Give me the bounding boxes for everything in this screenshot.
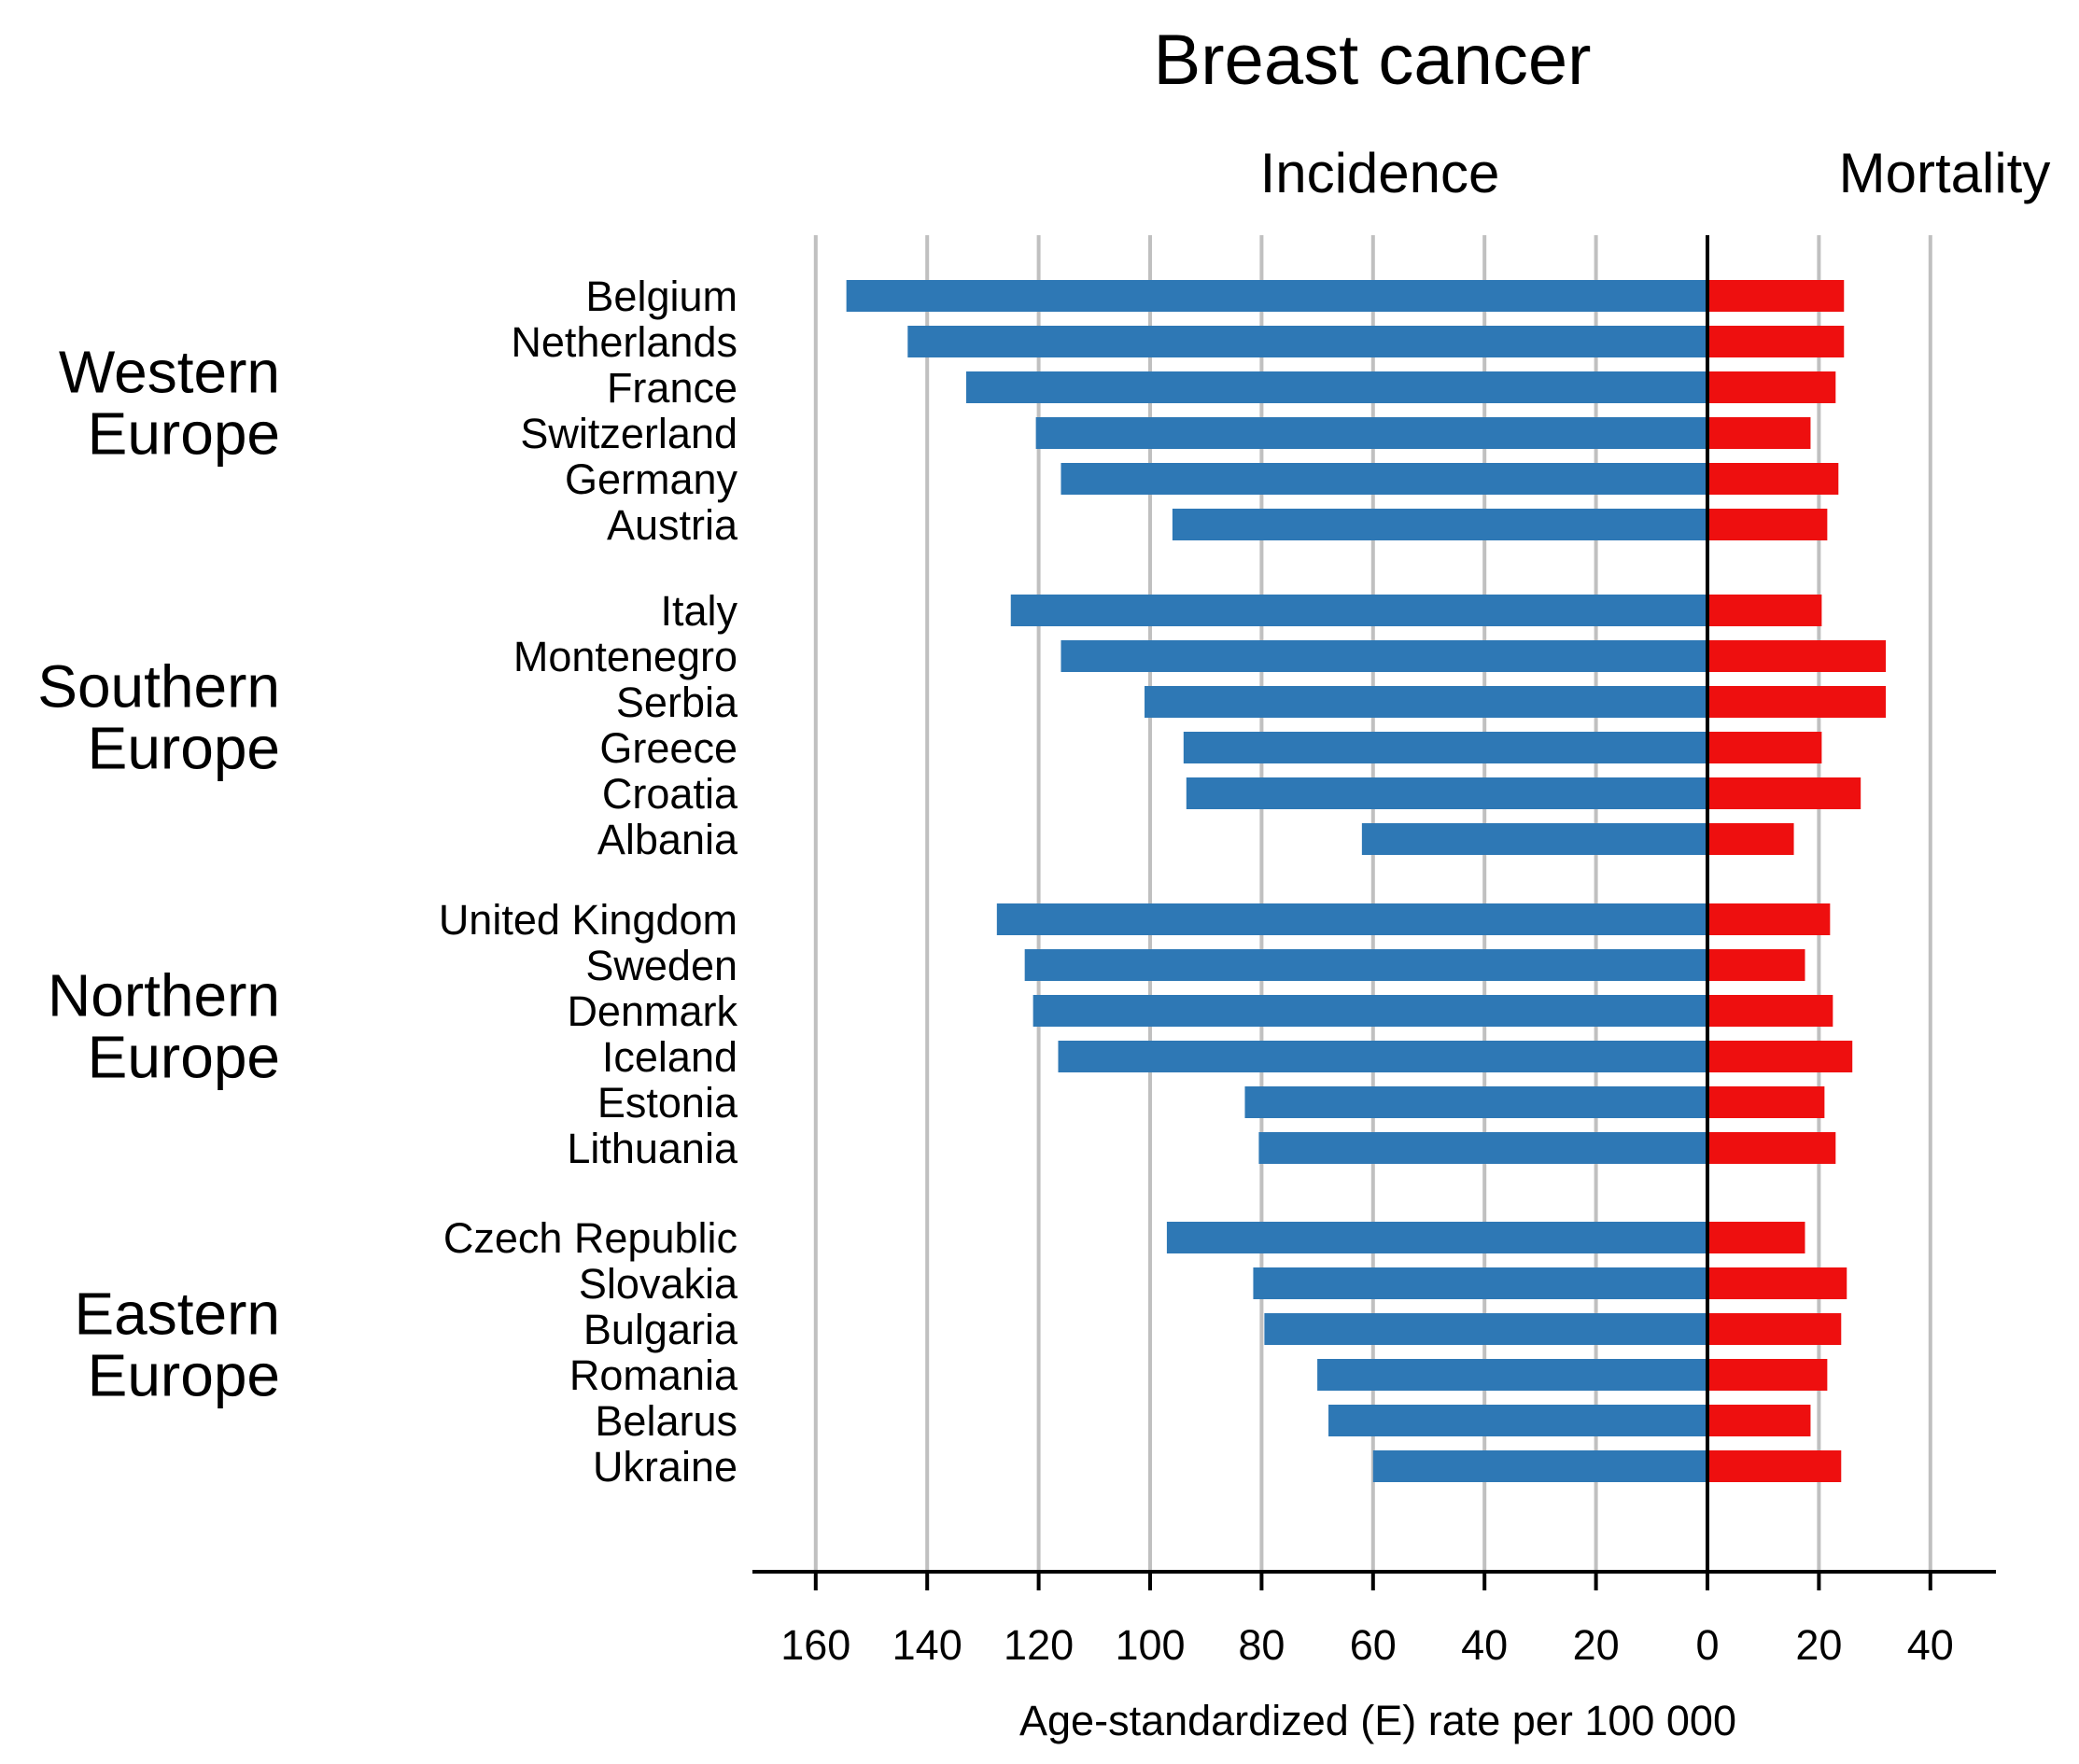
mortality-bar-greece xyxy=(1707,732,1822,763)
country-label-austria: Austria xyxy=(607,501,738,549)
region-label-eastern-europe-line-2: Europe xyxy=(88,1342,280,1409)
region-label-southern-europe-line-2: Europe xyxy=(88,715,280,782)
incidence-bar-greece xyxy=(1183,732,1707,763)
country-label-greece: Greece xyxy=(599,724,737,772)
country-label-sweden: Sweden xyxy=(585,942,737,989)
country-label-netherlands: Netherlands xyxy=(511,318,737,366)
incidence-bar-united-kingdom xyxy=(996,903,1707,935)
country-label-iceland: Iceland xyxy=(602,1033,737,1081)
region-label-western-europe-line-2: Europe xyxy=(88,400,280,468)
country-label-united-kingdom: United Kingdom xyxy=(439,896,737,944)
x-tick-label-mortality-20: 20 xyxy=(1795,1621,1842,1669)
incidence-bar-serbia xyxy=(1145,686,1707,718)
mortality-bar-sweden xyxy=(1707,949,1805,981)
incidence-bar-netherlands xyxy=(907,326,1707,357)
incidence-bar-croatia xyxy=(1186,777,1707,809)
x-axis-label: Age-standardized (E) rate per 100 000 xyxy=(1019,1697,1736,1744)
incidence-bar-bulgaria xyxy=(1264,1313,1707,1345)
region-label-western-europe-line-1: Western xyxy=(59,339,280,406)
x-tick-label-incidence-40: 40 xyxy=(1461,1621,1508,1669)
x-tick-label-incidence-20: 20 xyxy=(1573,1621,1620,1669)
mortality-bar-montenegro xyxy=(1707,640,1887,672)
incidence-panel-label: Incidence xyxy=(1260,142,1500,204)
mortality-bar-denmark xyxy=(1707,995,1833,1027)
mortality-bar-switzerland xyxy=(1707,417,1811,449)
country-label-albania: Albania xyxy=(597,816,738,863)
mortality-bar-italy xyxy=(1707,595,1822,626)
incidence-bar-montenegro xyxy=(1061,640,1707,672)
mortality-bar-romania xyxy=(1707,1359,1828,1391)
x-tick-label-incidence-140: 140 xyxy=(892,1621,962,1669)
incidence-bar-switzerland xyxy=(1035,417,1707,449)
country-label-romania: Romania xyxy=(569,1351,738,1399)
x-tick-label-incidence-160: 160 xyxy=(780,1621,850,1669)
country-label-ukraine: Ukraine xyxy=(593,1443,737,1491)
country-label-belarus: Belarus xyxy=(595,1397,737,1445)
incidence-bar-czech-republic xyxy=(1166,1222,1707,1253)
country-label-switzerland: Switzerland xyxy=(520,410,737,457)
region-label-northern-europe-line-2: Europe xyxy=(88,1024,280,1091)
mortality-bar-croatia xyxy=(1707,777,1861,809)
region-label-southern-europe-line-1: Southern xyxy=(37,653,280,721)
country-label-france: France xyxy=(607,364,737,412)
axes xyxy=(752,235,1996,1574)
x-tick-label-mortality-40: 40 xyxy=(1907,1621,1954,1669)
incidence-bar-belgium xyxy=(846,280,1707,312)
mortality-bar-ukraine xyxy=(1707,1450,1842,1482)
incidence-bar-estonia xyxy=(1244,1086,1707,1118)
mortality-bar-czech-republic xyxy=(1707,1222,1805,1253)
country-label-montenegro: Montenegro xyxy=(513,633,737,680)
country-label-slovakia: Slovakia xyxy=(579,1260,738,1308)
x-tick-label-incidence-0: 0 xyxy=(1695,1621,1719,1669)
country-label-serbia: Serbia xyxy=(616,679,738,726)
country-label-croatia: Croatia xyxy=(602,770,738,818)
incidence-bar-france xyxy=(965,371,1707,403)
mortality-bar-slovakia xyxy=(1707,1267,1847,1299)
x-tick-label-incidence-60: 60 xyxy=(1350,1621,1397,1669)
mortality-bar-lithuania xyxy=(1707,1132,1836,1164)
incidence-bar-lithuania xyxy=(1258,1132,1707,1164)
incidence-bar-romania xyxy=(1317,1359,1707,1391)
mortality-bar-serbia xyxy=(1707,686,1887,718)
incidence-bar-slovakia xyxy=(1253,1267,1707,1299)
incidence-bar-albania xyxy=(1361,823,1707,855)
mortality-bar-belgium xyxy=(1707,280,1845,312)
mortality-bar-estonia xyxy=(1707,1086,1825,1118)
country-label-denmark: Denmark xyxy=(567,987,737,1035)
region-label-eastern-europe-line-1: Eastern xyxy=(74,1281,280,1348)
country-label-belgium: Belgium xyxy=(585,273,737,320)
country-label-czech-republic: Czech Republic xyxy=(443,1214,737,1262)
chart-title: Breast cancer xyxy=(1154,21,1592,100)
x-tick-label-incidence-100: 100 xyxy=(1115,1621,1185,1669)
incidence-bar-italy xyxy=(1010,595,1707,626)
mortality-bar-iceland xyxy=(1707,1041,1853,1072)
mortality-bar-netherlands xyxy=(1707,326,1845,357)
mortality-bar-albania xyxy=(1707,823,1794,855)
incidence-bar-denmark xyxy=(1032,995,1707,1027)
incidence-bar-sweden xyxy=(1024,949,1707,981)
x-tick-label-incidence-120: 120 xyxy=(1004,1621,1074,1669)
country-label-estonia: Estonia xyxy=(597,1079,738,1127)
mortality-bar-austria xyxy=(1707,509,1828,540)
incidence-bar-belarus xyxy=(1328,1405,1707,1436)
mortality-bar-belarus xyxy=(1707,1405,1811,1436)
mortality-panel-label: Mortality xyxy=(1839,142,2051,204)
incidence-bar-austria xyxy=(1172,509,1707,540)
mortality-bar-germany xyxy=(1707,463,1839,495)
mortality-bar-bulgaria xyxy=(1707,1313,1842,1345)
region-label-northern-europe-line-1: Northern xyxy=(48,962,280,1029)
x-tick-label-incidence-80: 80 xyxy=(1238,1621,1285,1669)
bars xyxy=(846,280,1887,1482)
mortality-bar-united-kingdom xyxy=(1707,903,1831,935)
country-label-italy: Italy xyxy=(660,587,737,635)
labels: 160 140 120 100 80 60 40 20 0 20 40 BelgiumNetherla… xyxy=(37,273,1954,1669)
incidence-bar-germany xyxy=(1061,463,1707,495)
incidence-bar-iceland xyxy=(1058,1041,1707,1072)
mortality-bar-france xyxy=(1707,371,1836,403)
country-label-lithuania: Lithuania xyxy=(567,1125,738,1172)
country-label-bulgaria: Bulgaria xyxy=(583,1306,738,1353)
incidence-bar-ukraine xyxy=(1372,1450,1707,1482)
country-label-germany: Germany xyxy=(565,455,738,503)
